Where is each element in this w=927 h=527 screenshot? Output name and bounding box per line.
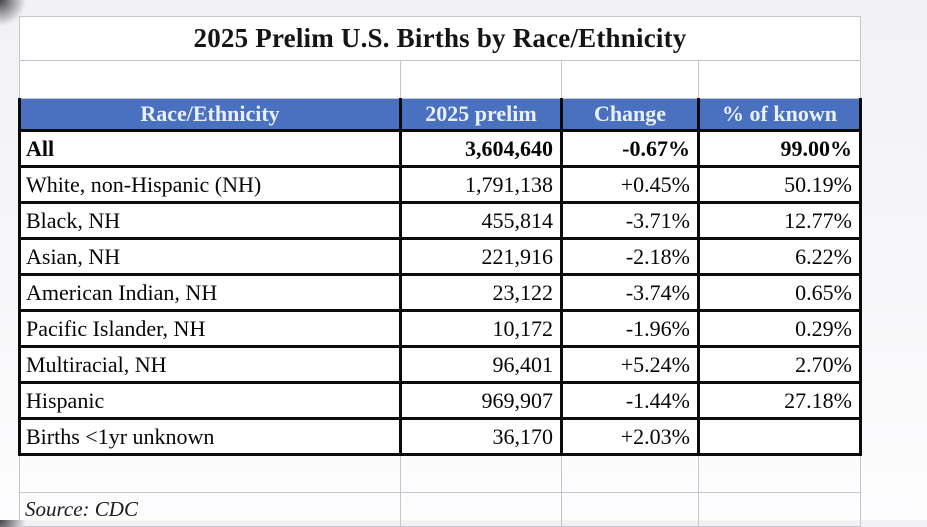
empty-cell [698,492,861,527]
row-2025-prelim: 1,791,138 [399,165,563,204]
row-2025-prelim: 221,916 [399,237,563,276]
row-label: Black, NH [18,201,402,240]
row-pct-of-known: 50.19% [697,165,862,204]
row-label: Multiracial, NH [18,345,402,384]
row-change: -3.74% [560,273,700,312]
col-header-race-ethnicity: Race/Ethnicity [18,98,402,132]
row-label: Hispanic [18,381,402,420]
empty-cell [400,60,562,99]
table-row: Pacific Islander, NH 10,172 -1.96% 0.29% [18,309,862,348]
row-change: -1.44% [560,381,700,420]
row-2025-prelim: 3,604,640 [399,129,563,168]
row-2025-prelim: 23,122 [399,273,563,312]
row-change: -3.71% [560,201,700,240]
table-row: Asian, NH 221,916 -2.18% 6.22% [18,237,862,276]
table-row: Multiracial, NH 96,401 +5.24% 2.70% [18,345,862,384]
table-row: White, non-Hispanic (NH) 1,791,138 +0.45% 5… [18,165,862,204]
row-pct-of-known: 27.18% [697,381,862,420]
row-change: -0.67% [560,129,700,168]
table-row: Hispanic 969,907 -1.44% 27.18% [18,381,862,420]
row-label: Births <1yr unknown [18,417,402,456]
empty-cell [561,60,699,99]
table-row: Black, NH 455,814 -3.71% 12.77% [18,201,862,240]
row-pct-of-known: 6.22% [697,237,862,276]
spacer-row-bottom [19,454,861,493]
row-2025-prelim: 36,170 [399,417,563,456]
empty-cell [698,454,861,493]
row-2025-prelim: 455,814 [399,201,563,240]
empty-cell [19,454,401,493]
empty-cell [19,60,401,99]
row-2025-prelim: 96,401 [399,345,563,384]
row-change: +2.03% [560,417,700,456]
table-row: American Indian, NH 23,122 -3.74% 0.65% [18,273,862,312]
row-change: -2.18% [560,237,700,276]
row-pct-of-known: 0.65% [697,273,862,312]
empty-cell [561,492,699,527]
row-pct-of-known [697,417,862,456]
row-pct-of-known: 0.29% [697,309,862,348]
header-row: Race/Ethnicity 2025 prelim Change % of k… [18,98,862,132]
empty-cell [400,492,562,527]
row-label: Asian, NH [18,237,402,276]
source-note: Source: CDC [19,492,401,527]
row-pct-of-known: 99.00% [697,129,862,168]
row-2025-prelim: 969,907 [399,381,563,420]
births-table: 2025 Prelim U.S. Births by Race/Ethnicit… [18,16,862,527]
row-label: Pacific Islander, NH [18,309,402,348]
row-label: White, non-Hispanic (NH) [18,165,402,204]
page-title: 2025 Prelim U.S. Births by Race/Ethnicit… [19,16,861,61]
row-pct-of-known: 2.70% [697,345,862,384]
row-change: +0.45% [560,165,700,204]
row-pct-of-known: 12.77% [697,201,862,240]
table-row: All 3,604,640 -0.67% 99.00% [18,129,862,168]
col-header-2025-prelim: 2025 prelim [399,98,563,132]
row-2025-prelim: 10,172 [399,309,563,348]
spacer-row-top [19,60,861,99]
title-row: 2025 Prelim U.S. Births by Race/Ethnicit… [19,16,861,61]
row-change: -1.96% [560,309,700,348]
col-header-pct-of-known: % of known [697,98,862,132]
col-header-change: Change [560,98,700,132]
row-change: +5.24% [560,345,700,384]
table-row: Births <1yr unknown 36,170 +2.03% [18,417,862,456]
empty-cell [561,454,699,493]
row-label: All [18,129,402,168]
source-row: Source: CDC [19,492,861,527]
row-label: American Indian, NH [18,273,402,312]
empty-cell [698,60,861,99]
empty-cell [400,454,562,493]
